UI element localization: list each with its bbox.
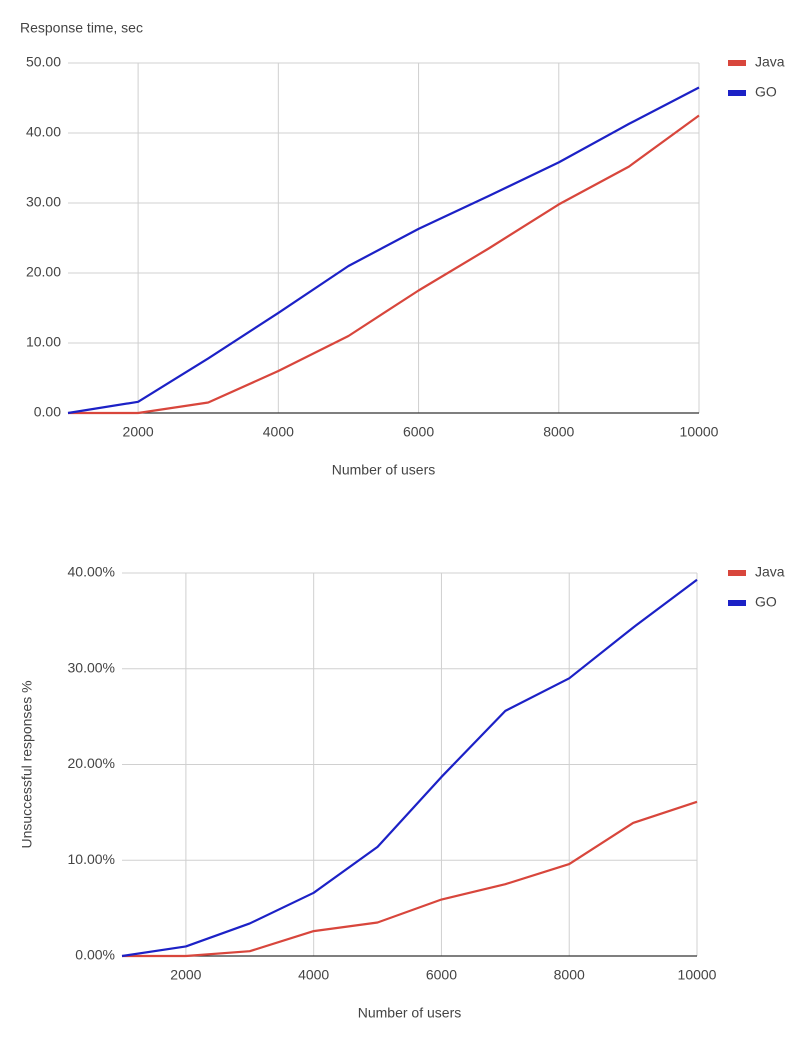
y-tick-label: 40.00%	[68, 564, 115, 580]
legend-swatch	[728, 570, 746, 576]
y-tick-label: 10.00%	[68, 851, 115, 867]
y-tick-label: 40.00	[26, 124, 61, 140]
y-tick-label: 0.00	[34, 404, 61, 420]
y-tick-label: 30.00	[26, 194, 61, 210]
series-line	[122, 800, 698, 958]
x-tick-label: 6000	[426, 967, 457, 983]
legend-swatch	[728, 60, 746, 66]
y-tick-label: 20.00%	[68, 755, 115, 771]
x-tick-label: 4000	[298, 967, 329, 983]
y-axis-title: Response time, sec	[20, 20, 143, 36]
y-tick-label: 20.00	[26, 264, 61, 280]
x-axis-title: Number of users	[358, 1005, 461, 1021]
y-tick-label: 10.00	[26, 334, 61, 350]
x-axis-title: Number of users	[332, 462, 435, 478]
series-line	[121, 578, 698, 958]
y-tick-label: 0.00%	[75, 947, 115, 963]
x-tick-label: 8000	[543, 424, 574, 440]
legend-swatch	[728, 90, 746, 96]
legend-swatch	[728, 600, 746, 606]
x-tick-label: 10000	[678, 967, 717, 983]
x-tick-label: 10000	[680, 424, 719, 440]
x-tick-label: 4000	[263, 424, 294, 440]
legend-label: Java	[755, 564, 785, 580]
legend-label: GO	[755, 84, 777, 100]
x-tick-label: 8000	[554, 967, 585, 983]
series-line	[67, 86, 700, 415]
x-tick-label: 6000	[403, 424, 434, 440]
legend-label: Java	[755, 54, 785, 70]
x-tick-label: 2000	[170, 967, 201, 983]
y-tick-label: 50.00	[26, 54, 61, 70]
x-tick-label: 2000	[123, 424, 154, 440]
y-tick-label: 30.00%	[68, 659, 115, 675]
y-axis-title: Unsuccessful responses %	[19, 680, 35, 848]
series-line	[68, 114, 700, 415]
legend-label: GO	[755, 594, 777, 610]
